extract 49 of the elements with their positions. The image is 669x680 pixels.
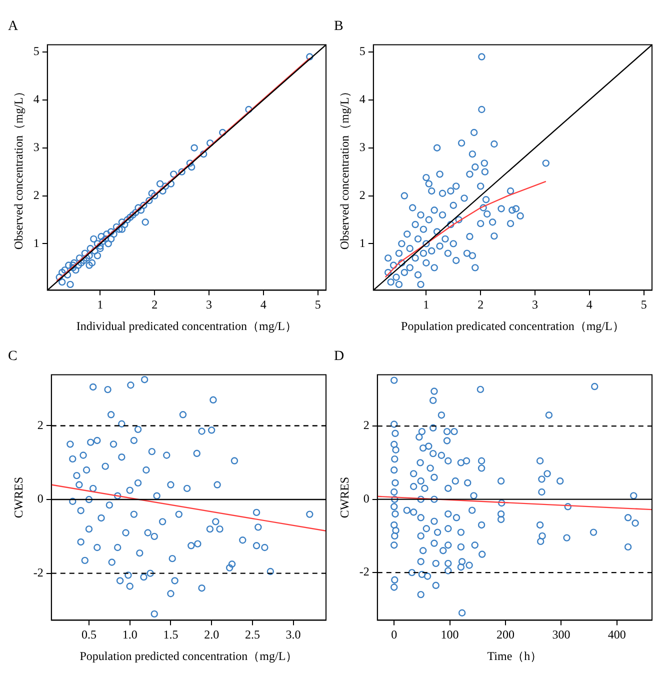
- x-tick-label: 200: [496, 628, 515, 642]
- y-tick-label: 4: [359, 92, 366, 106]
- x-tick-label: 1.5: [163, 628, 178, 642]
- x-axis-title: Population predicated concentration（mg/L）: [401, 318, 624, 333]
- y-tick-label: 0: [37, 492, 44, 506]
- y-tick-label: 3: [359, 140, 366, 154]
- x-tick-label: 0: [391, 628, 398, 642]
- y-tick-label: -2: [33, 565, 44, 580]
- y-tick-label: 5: [33, 44, 40, 58]
- chart-title: B: [334, 19, 344, 34]
- y-tick-label: 0: [363, 491, 370, 506]
- x-tick-label: 100: [440, 628, 459, 642]
- x-axis-title: Population predicted concentration（mg/L）: [80, 648, 298, 663]
- y-tick-label: 3: [33, 140, 40, 154]
- y-tick-label: 2: [33, 188, 40, 202]
- chart-title: D: [334, 349, 344, 364]
- y-tick-label: 2: [363, 418, 370, 432]
- x-axis-title: Time（h）: [487, 648, 542, 663]
- x-tick-label: 1.0: [122, 628, 138, 642]
- x-tick-label: 1: [423, 298, 430, 312]
- x-tick-label: 400: [608, 628, 626, 642]
- x-tick-label: 3.0: [286, 628, 301, 642]
- y-axis-title: CWRES: [337, 476, 352, 518]
- x-tick-label: 2: [152, 298, 158, 312]
- y-axis-title: Observed concentration（mg/L）: [337, 85, 352, 250]
- chart-title: A: [8, 19, 19, 34]
- x-tick-label: 2.0: [204, 628, 220, 642]
- x-tick-label: 0.5: [81, 628, 96, 642]
- y-tick-label: 1: [33, 236, 40, 250]
- x-tick-label: 2: [478, 298, 484, 312]
- x-tick-label: 5: [640, 298, 647, 312]
- y-tick-label: 1: [359, 236, 366, 250]
- y-axis-title: Observed concentration（mg/L）: [11, 85, 26, 250]
- x-tick-label: 4: [260, 298, 266, 312]
- y-tick-label: 2: [37, 418, 44, 432]
- x-tick-label: 5: [314, 298, 321, 312]
- x-axis-title: Individual predicated concentration（mg/L）: [76, 318, 297, 333]
- x-tick-label: 2.5: [244, 628, 260, 642]
- y-tick-label: 4: [33, 92, 40, 106]
- y-tick-label: 5: [359, 44, 366, 58]
- x-tick-label: 4: [586, 298, 592, 312]
- y-tick-label: 2: [359, 188, 366, 202]
- x-tick-label: 3: [532, 298, 538, 312]
- x-tick-label: 300: [552, 628, 570, 642]
- y-tick-label: -2: [359, 564, 370, 579]
- x-tick-label: 3: [206, 298, 212, 312]
- chart-title: C: [8, 349, 18, 364]
- x-tick-label: 1: [97, 298, 104, 312]
- y-axis-title: CWRES: [11, 476, 26, 518]
